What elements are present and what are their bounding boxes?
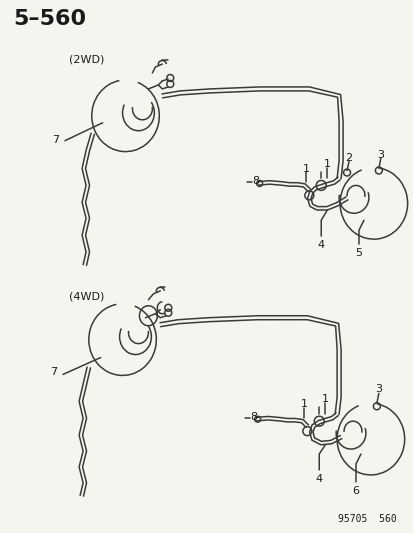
Text: 3: 3 — [376, 150, 383, 159]
Text: 7: 7 — [50, 367, 57, 377]
Text: 4: 4 — [317, 240, 324, 250]
Text: 8: 8 — [250, 412, 257, 422]
Text: 3: 3 — [375, 384, 382, 394]
Text: 95705  560: 95705 560 — [337, 514, 396, 523]
Text: (2WD): (2WD) — [69, 54, 104, 64]
Text: 4: 4 — [315, 474, 322, 484]
Text: 7: 7 — [52, 135, 59, 144]
Text: 6: 6 — [351, 486, 358, 496]
Text: 5–560: 5–560 — [13, 10, 86, 29]
Text: 2: 2 — [344, 152, 352, 163]
Text: 5: 5 — [355, 248, 362, 258]
Text: 1: 1 — [302, 164, 309, 174]
Text: 1: 1 — [323, 158, 330, 168]
Text: (4WD): (4WD) — [69, 292, 104, 302]
Text: 8: 8 — [252, 176, 259, 187]
Text: 1: 1 — [300, 399, 307, 409]
Text: 1: 1 — [321, 394, 328, 405]
